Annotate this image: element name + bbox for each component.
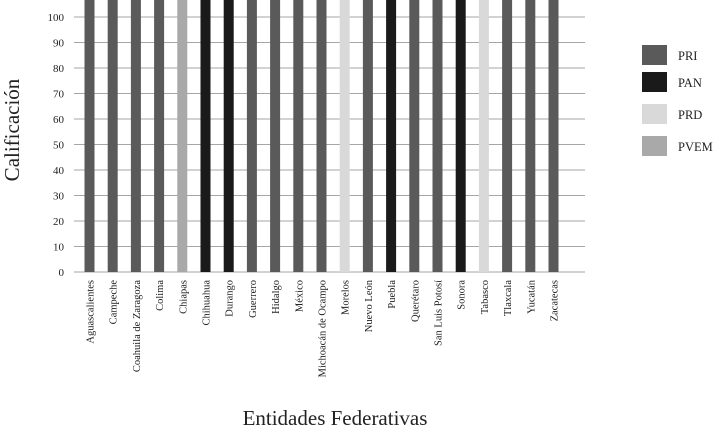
legend-swatch-pan [642,72,667,92]
x-tick-label: Sonora [457,280,468,310]
x-tick-label: Puebla [387,280,398,309]
bar-morelos [339,0,350,272]
bar-tlaxcala [502,0,513,272]
legend-swatch-pri [642,45,667,65]
y-axis-label: Calificación [0,78,24,181]
x-tick-label: Michoacán de Ocampo [318,280,329,377]
legend-label-pan: PAN [678,76,702,90]
bar-aguascalientes [84,0,95,272]
x-tick-label: Zacatecas [550,280,561,321]
x-tick-label: Durango [225,280,236,317]
x-tick-label: México [294,280,305,312]
bar-chihuahua [200,0,211,272]
bar-michoac-n-de-ocampo [316,0,327,272]
bar-yucat-n [525,0,536,272]
x-axis-label: Entidades Federativas [243,406,428,429]
bar-nuevo-le-n [362,0,373,272]
x-tick-label: Querétaro [410,280,421,322]
bar-quer-taro [409,0,420,272]
y-axis-ticks: 0 10 20 30 40 50 60 70 80 90 100 [48,12,65,279]
y-tick-label: 0 [59,267,65,279]
legend-label-prd: PRD [678,108,702,122]
x-tick-label: Tabasco [480,280,491,314]
bar-san-luis-potos- [432,0,443,272]
x-tick-label: Coahuila de Zaragoza [132,280,143,372]
legend-label-pvem: PVEM [678,140,713,154]
x-tick-label: San Luis Potosí [434,280,445,346]
bar-m-xico [293,0,304,272]
x-tick-label: Guerrero [248,280,259,318]
bars [84,0,559,272]
x-tick-label: Morelos [341,280,352,315]
x-tick-label: Aguascalientes [86,280,97,344]
x-tick-label: Yucatán [526,279,537,314]
x-tick-label: Chihuahua [202,280,213,326]
bar-chiapas [177,0,188,272]
y-tick-label: 30 [53,191,65,203]
x-tick-label: Tlaxcala [503,280,514,316]
y-tick-label: 100 [48,12,65,24]
x-tick-label: Hidalgo [271,280,282,314]
bar-tabasco [478,0,489,272]
y-tick-label: 10 [53,242,65,254]
y-tick-label: 90 [53,38,65,50]
x-axis-ticks: Aguascalientes Campeche Coahuila de Zarago… [86,279,561,377]
legend: PRI PAN PRD PVEM [642,45,713,156]
bar-hidalgo [270,0,281,272]
y-tick-label: 70 [53,89,65,101]
y-tick-label: 60 [53,114,65,126]
x-tick-label: Chiapas [178,280,189,314]
bar-zacatecas [548,0,559,272]
y-tick-label: 20 [53,216,65,228]
bar-campeche [107,0,118,272]
bar-guerrero [246,0,257,272]
y-tick-label: 80 [53,63,65,75]
bar-colima [154,0,165,272]
bar-coahuila-de-zaragoza [130,0,141,272]
legend-swatch-prd [642,104,667,124]
x-tick-label: Nuevo León [364,279,375,332]
legend-label-pri: PRI [678,49,697,63]
y-tick-label: 40 [53,165,65,177]
x-tick-label: Colima [155,280,166,311]
bar-durango [223,0,234,272]
legend-swatch-pvem [642,136,667,156]
y-tick-label: 50 [53,140,65,152]
bar-puebla [386,0,397,272]
x-tick-label: Campeche [109,280,120,325]
bar-sonora [455,0,466,272]
